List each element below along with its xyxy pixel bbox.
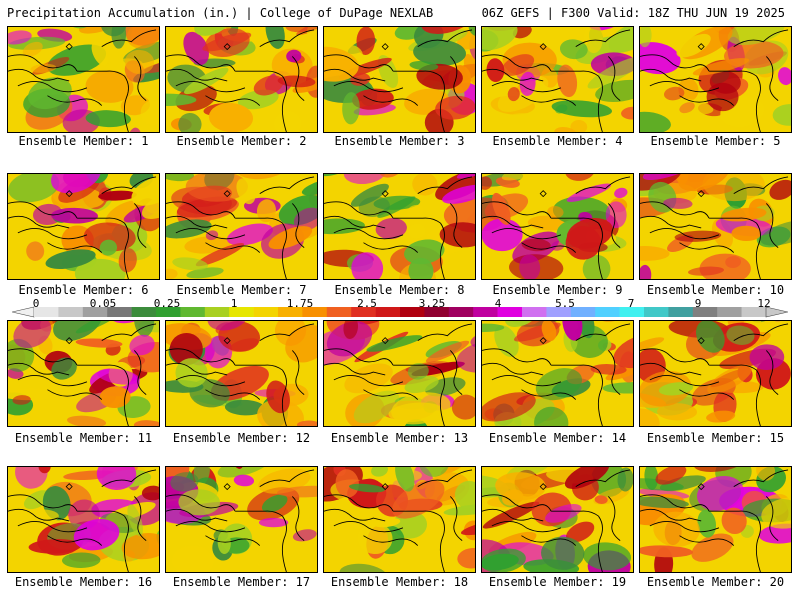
ensemble-member-label: Ensemble Member: 3: [334, 134, 465, 148]
colorbar-swatch: [82, 307, 108, 317]
ensemble-member-label: Ensemble Member: 10: [646, 283, 785, 297]
colorbar-swatch: [400, 307, 425, 317]
run-valid-time: 06Z GEFS | F300 Valid: 18Z THU JUN 19 20…: [481, 6, 785, 20]
ensemble-member-map: [165, 320, 318, 427]
colorbar-tick-label: 1: [230, 297, 238, 310]
ensemble-member-label: Ensemble Member: 16: [14, 575, 153, 589]
ensemble-member-label: Ensemble Member: 15: [646, 431, 785, 445]
colorbar-swatch: [741, 307, 767, 317]
colorbar-tick-label: 3.25: [418, 297, 446, 310]
colorbar-swatch: [180, 307, 206, 317]
ensemble-member-label: Ensemble Member: 17: [172, 575, 311, 589]
ensemble-member-label: Ensemble Member: 6: [18, 283, 149, 297]
colorbar-swatch: [717, 307, 742, 317]
colorbar-swatch: [424, 307, 450, 317]
colorbar-tick-label: 12: [757, 297, 771, 310]
ensemble-member-map: [481, 466, 634, 573]
colorbar-right-arrow: [765, 306, 788, 318]
ensemble-member-map: [481, 173, 634, 280]
colorbar-swatch: [107, 307, 132, 317]
colorbar-swatch: [326, 307, 352, 317]
colorbar-swatch: [497, 307, 523, 317]
chart-title: Precipitation Accumulation (in.) | Colle…: [7, 6, 434, 20]
colorbar-tick-label: 7: [627, 297, 635, 310]
ensemble-member-label: Ensemble Member: 1: [18, 134, 149, 148]
colorbar-tick-label: 0.05: [89, 297, 117, 310]
ensemble-member-label: Ensemble Member: 2: [176, 134, 307, 148]
colorbar-tick-label: 5.5: [555, 297, 575, 310]
colorbar-swatch: [546, 307, 572, 317]
ensemble-member-map: [165, 173, 318, 280]
colorbar-swatch: [644, 307, 669, 317]
ensemble-member-label: Ensemble Member: 18: [330, 575, 469, 589]
ensemble-member-label: Ensemble Member: 9: [492, 283, 623, 297]
colorbar-tick-label: 9: [694, 297, 702, 310]
ensemble-member-label: Ensemble Member: 12: [172, 431, 311, 445]
ensemble-member-label: Ensemble Member: 8: [334, 283, 465, 297]
ensemble-member-map: [481, 26, 634, 133]
ensemble-member-map: [323, 320, 476, 427]
ensemble-member-label: Ensemble Member: 14: [488, 431, 627, 445]
colorbar-tick-label: 0: [32, 297, 40, 310]
colorbar-swatch: [473, 307, 498, 317]
colorbar-tick-label: 2.5: [357, 297, 377, 310]
ensemble-member-map: [165, 466, 318, 573]
colorbar-swatch: [58, 307, 84, 317]
colorbar-swatch: [302, 307, 328, 317]
colorbar-swatch: [448, 307, 474, 317]
colorbar-left-arrow: [12, 306, 35, 318]
ensemble-member-label: Ensemble Member: 5: [650, 134, 781, 148]
colorbar-swatch: [692, 307, 718, 317]
colorbar-swatch: [619, 307, 645, 317]
ensemble-member-map: [323, 466, 476, 573]
ensemble-member-map: [639, 26, 792, 133]
ensemble-member-map: [639, 466, 792, 573]
ensemble-member-label: Ensemble Member: 13: [330, 431, 469, 445]
ensemble-member-map: [7, 173, 160, 280]
ensemble-member-map: [481, 320, 634, 427]
ensemble-member-label: Ensemble Member: 19: [488, 575, 627, 589]
colorbar-tick-label: 0.25: [153, 297, 181, 310]
precipitation-colorbar: 0 0.05 0.25 1 1.75 2.5 3.25 4 5.5 7 9 12: [12, 297, 788, 319]
ensemble-member-label: Ensemble Member: 20: [646, 575, 785, 589]
colorbar-swatch: [131, 307, 157, 317]
colorbar-swatch: [278, 307, 303, 317]
colorbar-tick-label: 4: [494, 297, 502, 310]
colorbar-swatch: [595, 307, 620, 317]
ensemble-member-map: [7, 466, 160, 573]
ensemble-member-map: [639, 173, 792, 280]
ensemble-member-map: [7, 320, 160, 427]
colorbar-swatch: [375, 307, 401, 317]
ensemble-member-label: Ensemble Member: 7: [176, 283, 307, 297]
colorbar-tick-label: 1.75: [286, 297, 314, 310]
ensemble-member-label: Ensemble Member: 11: [14, 431, 153, 445]
ensemble-member-label: Ensemble Member: 4: [492, 134, 623, 148]
ensemble-member-map: [323, 173, 476, 280]
colorbar-swatch: [204, 307, 230, 317]
ensemble-member-map: [7, 26, 160, 133]
colorbar-swatch: [351, 307, 376, 317]
colorbar-swatch: [156, 307, 181, 317]
ensemble-member-map: [323, 26, 476, 133]
colorbar-swatch: [668, 307, 694, 317]
colorbar-swatch: [34, 307, 59, 317]
colorbar-swatch: [570, 307, 596, 317]
colorbar-swatch: [253, 307, 279, 317]
colorbar-swatch: [522, 307, 547, 317]
colorbar-swatch: [229, 307, 254, 317]
ensemble-member-map: [165, 26, 318, 133]
ensemble-member-map: [639, 320, 792, 427]
